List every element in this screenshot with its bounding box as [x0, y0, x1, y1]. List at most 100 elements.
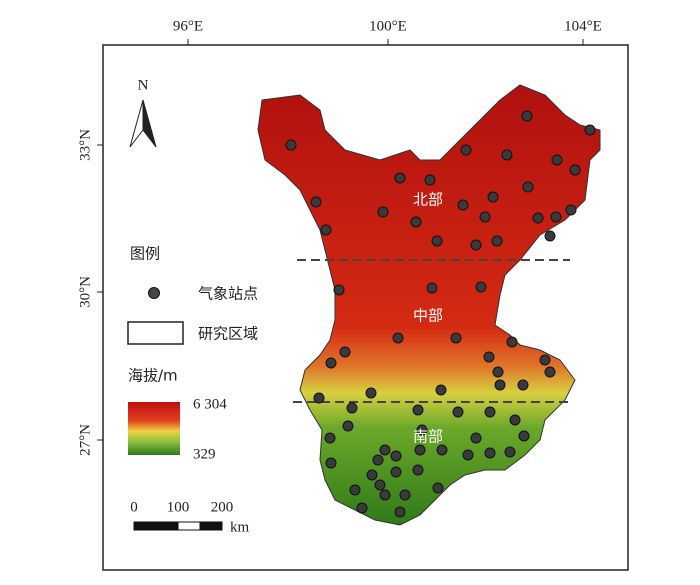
station	[518, 430, 530, 442]
legend-area	[127, 321, 184, 345]
station	[494, 379, 506, 391]
scale-unit: km	[230, 519, 250, 535]
station	[479, 211, 491, 223]
station	[544, 230, 556, 242]
lon-label: 100°E	[369, 18, 407, 34]
station	[462, 449, 474, 461]
station	[470, 239, 482, 251]
station	[372, 454, 384, 466]
station	[436, 444, 448, 456]
elevation-max: 6 304	[193, 396, 227, 412]
station	[356, 502, 368, 514]
legend-label: 气象站点	[198, 285, 258, 303]
station	[285, 139, 297, 151]
station	[491, 235, 503, 247]
station	[517, 379, 529, 391]
station	[584, 124, 596, 136]
station	[320, 224, 332, 236]
station	[377, 206, 389, 218]
station	[342, 420, 354, 432]
station	[457, 199, 469, 211]
lon-label: 96°E	[173, 18, 203, 34]
station	[565, 204, 577, 216]
station	[394, 506, 406, 518]
station	[412, 464, 424, 476]
map-frame	[102, 44, 629, 571]
station	[416, 424, 428, 436]
lat-label: 27°N	[77, 424, 93, 456]
station	[339, 346, 351, 358]
station	[324, 432, 336, 444]
legend-label: 研究区域	[198, 325, 258, 343]
station	[550, 211, 562, 223]
station	[551, 154, 563, 166]
station	[366, 469, 378, 481]
station	[475, 281, 487, 293]
station	[379, 444, 391, 456]
scale-bar	[133, 521, 223, 531]
station	[509, 414, 521, 426]
station	[426, 282, 438, 294]
station	[390, 450, 402, 462]
station	[394, 172, 406, 184]
station	[487, 191, 499, 203]
station	[506, 336, 518, 348]
station	[544, 366, 556, 378]
station	[492, 366, 504, 378]
station	[484, 447, 496, 459]
station	[379, 489, 391, 501]
scale-label: 0	[130, 499, 138, 515]
station	[504, 446, 516, 458]
station	[431, 235, 443, 247]
lon-label: 104°E	[564, 18, 602, 34]
legend-title: 海拔/m	[128, 367, 178, 385]
elevation-min: 329	[193, 446, 216, 462]
station	[349, 484, 361, 496]
legend-title: 图例	[130, 245, 160, 263]
station	[522, 181, 534, 193]
station	[412, 404, 424, 416]
station	[365, 387, 377, 399]
lat-label: 33°N	[77, 129, 93, 161]
ticks	[97, 39, 584, 441]
station	[333, 284, 345, 296]
station	[521, 110, 533, 122]
elevation-ramp	[128, 402, 180, 455]
station	[501, 149, 513, 161]
station	[569, 164, 581, 176]
station	[460, 144, 472, 156]
station	[532, 212, 544, 224]
lat-label: 30°N	[77, 276, 93, 308]
scale-label: 200	[211, 499, 234, 515]
station	[399, 489, 411, 501]
station	[410, 216, 422, 228]
station	[310, 196, 322, 208]
station	[390, 466, 402, 478]
station	[424, 174, 436, 186]
station	[374, 479, 386, 491]
scale-label: 100	[167, 499, 190, 515]
region-label: 南部	[413, 428, 443, 446]
station	[432, 482, 444, 494]
legend-station	[148, 287, 160, 299]
station	[325, 457, 337, 469]
station	[450, 332, 462, 344]
station	[325, 357, 337, 369]
study-area	[257, 84, 601, 526]
station	[539, 354, 551, 366]
region-label: 中部	[413, 307, 443, 325]
station	[414, 444, 426, 456]
station	[452, 406, 464, 418]
region-label: 北部	[413, 191, 443, 209]
station	[470, 432, 482, 444]
station	[392, 332, 404, 344]
station	[484, 406, 496, 418]
station	[483, 351, 495, 363]
station	[346, 402, 358, 414]
north-arrow	[129, 99, 157, 148]
north-label: N	[138, 77, 149, 93]
station	[435, 384, 447, 396]
station	[313, 392, 325, 404]
stations	[285, 110, 596, 518]
